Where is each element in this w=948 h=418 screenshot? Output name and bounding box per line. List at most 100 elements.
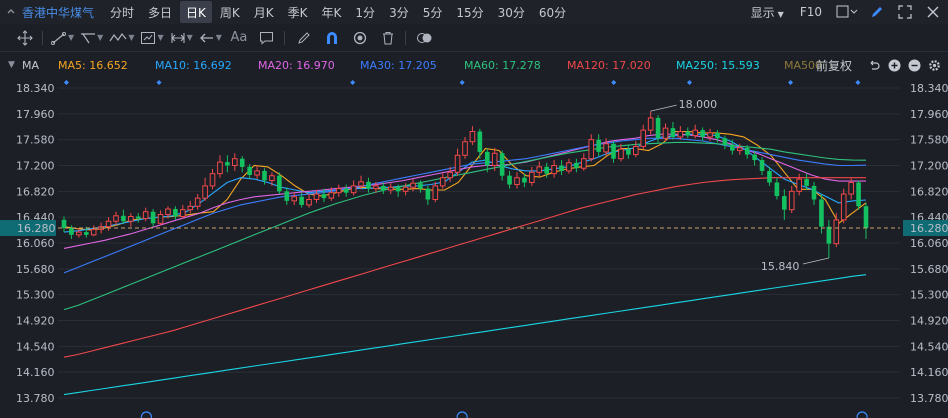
tab-period-8[interactable]: 3分 — [389, 5, 409, 20]
candle-body — [381, 185, 386, 190]
candle — [239, 155, 245, 173]
event-markers — [63, 80, 861, 85]
chevron-down-icon: ▼ — [186, 33, 193, 42]
candle — [618, 143, 624, 162]
checkbox-dropdown-icon[interactable] — [836, 4, 858, 20]
candle-body — [358, 181, 364, 187]
tab-period-2[interactable]: 日K — [180, 1, 212, 23]
candle — [819, 194, 824, 234]
candle — [529, 166, 535, 186]
high-annotation-label: 18.000 — [679, 98, 718, 111]
tab-period-11[interactable]: 30分 — [497, 5, 525, 20]
candle-body — [730, 145, 735, 151]
candle-body — [335, 188, 342, 194]
candle-body — [640, 129, 647, 147]
candle — [774, 177, 780, 200]
candle — [447, 166, 453, 182]
candle — [418, 180, 423, 193]
pen-icon[interactable] — [293, 26, 315, 50]
candle — [788, 185, 795, 214]
zoom-in-icon[interactable] — [886, 57, 902, 73]
collapse-icon[interactable] — [0, 0, 22, 24]
trash-icon[interactable] — [377, 26, 399, 50]
candle-body — [507, 175, 512, 185]
candle — [395, 184, 401, 197]
candlestick-chart[interactable]: 13.780 14.160 14.540 14.920 15.300 15.680 16.0… — [0, 76, 948, 418]
candle-body — [247, 166, 252, 176]
arrow-icon[interactable]: ▼ — [199, 26, 222, 50]
candle — [217, 155, 223, 178]
ma-label[interactable]: MA — [22, 58, 40, 72]
range-icon[interactable]: ▼ — [170, 26, 193, 50]
zoom-out-icon[interactable] — [906, 57, 922, 73]
line-icon[interactable]: ▼ — [51, 26, 74, 50]
candle — [343, 184, 349, 197]
candle — [848, 177, 854, 200]
note-icon[interactable] — [256, 26, 278, 50]
y-tick-label: 15.300 — [16, 289, 55, 302]
candle-body — [231, 158, 238, 166]
candle — [142, 207, 149, 222]
tab-period-3[interactable]: 周K — [219, 5, 240, 20]
tab-period-10[interactable]: 15分 — [456, 5, 484, 20]
y-tick-label: 18.340 — [16, 82, 55, 95]
tab-period-0[interactable]: 分时 — [110, 5, 135, 20]
channel-icon[interactable]: ▼ — [80, 26, 103, 50]
candle — [477, 128, 483, 159]
eye-icon[interactable] — [349, 26, 371, 50]
grid-lines — [58, 87, 900, 399]
candle-body — [373, 185, 379, 190]
candle-body — [811, 185, 817, 200]
undo-icon[interactable] — [866, 57, 882, 73]
candle — [187, 200, 194, 214]
y-tick-label: 14.540 — [910, 340, 948, 353]
display-dropdown[interactable]: 显示 ▼ — [751, 4, 784, 21]
candle — [707, 128, 713, 142]
f10-button[interactable]: F10 — [799, 5, 822, 19]
pen-draw-icon[interactable] — [868, 4, 886, 20]
candle-body — [128, 215, 134, 222]
candle-body — [76, 231, 82, 236]
expand-icon[interactable] — [896, 4, 914, 20]
toggle-icon[interactable] — [414, 26, 436, 50]
candle — [454, 148, 461, 176]
candle — [299, 192, 304, 208]
magnet-icon[interactable] — [321, 26, 343, 50]
text-tool[interactable]: Aa — [230, 30, 248, 45]
candle — [321, 188, 327, 203]
ma-controls: 前复权 — [816, 55, 942, 75]
collapse-triangle-icon[interactable]: ▼ — [8, 60, 15, 70]
candle — [715, 130, 720, 143]
tab-period-9[interactable]: 5分 — [422, 5, 443, 20]
tab-period-5[interactable]: 季K — [287, 5, 308, 20]
y-tick-label: 15.680 — [16, 263, 55, 276]
candle-body — [632, 145, 639, 156]
low-annotation-label: 15.840 — [761, 260, 800, 273]
tab-period-12[interactable]: 60分 — [538, 5, 567, 20]
tab-period-4[interactable]: 月K — [253, 5, 274, 20]
chevron-down-icon: ▼ — [97, 33, 104, 42]
close-icon[interactable] — [924, 4, 942, 20]
candle — [499, 150, 505, 181]
candles[interactable] — [61, 111, 869, 258]
chevron-down-icon: ▼ — [68, 33, 75, 42]
tab-period-1[interactable]: 多日 — [148, 5, 173, 20]
high-annotation-leader — [650, 104, 677, 112]
candle-body — [596, 139, 601, 152]
settings-icon[interactable] — [926, 57, 942, 73]
ma500-value: MA500: -- — [784, 58, 838, 72]
candle-body — [142, 211, 149, 220]
adjust-mode-label[interactable]: 前复权 — [815, 58, 852, 73]
crosshair-icon[interactable] — [14, 26, 36, 50]
measure-icon[interactable]: ▼ — [140, 26, 164, 50]
y-tick-label: 14.540 — [16, 340, 55, 353]
toolbar-divider — [283, 30, 285, 45]
tab-period-7[interactable]: 1分 — [355, 5, 376, 20]
y-tick-label: 13.780 — [16, 392, 55, 405]
stock-name[interactable]: 香港中华煤气 — [22, 5, 95, 20]
tab-period-6[interactable]: 年K — [321, 5, 342, 20]
wave-icon[interactable]: ▼ — [109, 26, 134, 50]
y-tick-label: 18.340 — [910, 82, 948, 95]
y-tick-label: 14.920 — [16, 315, 55, 328]
candle — [722, 135, 728, 150]
